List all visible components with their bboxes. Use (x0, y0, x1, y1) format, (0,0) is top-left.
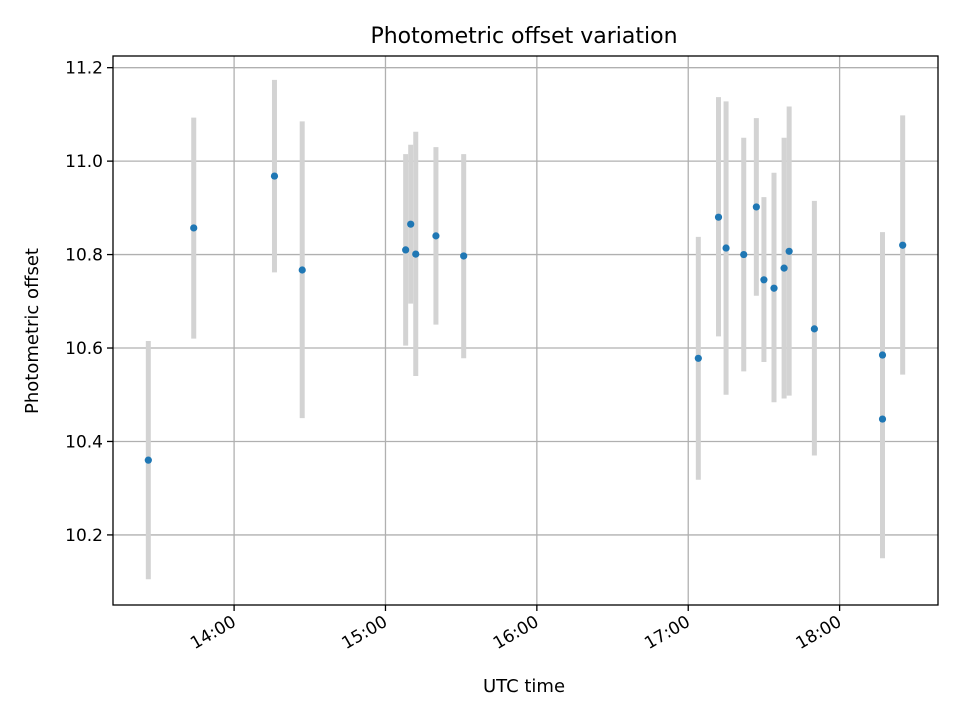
data-point (432, 232, 440, 240)
x-tick-label: 15:00 (339, 612, 391, 654)
data-point (785, 247, 793, 255)
data-point (714, 213, 723, 221)
x-tick-label: 18:00 (793, 612, 845, 654)
data-point (402, 246, 410, 254)
data-point (298, 266, 306, 274)
x-tick-label: 14:00 (187, 612, 239, 654)
data-point (740, 250, 748, 259)
data-point (878, 415, 887, 423)
chart-title: Photometric offset variation (370, 24, 677, 49)
x-tick-label: 17:00 (641, 612, 693, 654)
x-axis-ticks: 14:00 15:00 16:00 17:00 18:00 (187, 605, 845, 654)
plot-frame (112, 55, 939, 606)
data-point (190, 224, 198, 232)
x-axis-label: UTC time (483, 676, 565, 697)
y-tick-label: 10.6 (65, 339, 103, 359)
data-point (810, 325, 818, 333)
error-bars (145, 79, 906, 580)
data-point (770, 284, 778, 292)
x-tick-label: 16:00 (490, 612, 542, 654)
data-point (270, 172, 279, 180)
y-axis-label: Photometric offset (22, 248, 43, 414)
y-tick-label: 11.2 (65, 59, 103, 79)
y-tick-label: 10.4 (65, 432, 103, 452)
data-point (412, 250, 420, 258)
y-tick-label: 10.8 (65, 246, 103, 266)
data-point (899, 241, 907, 249)
y-tick-label: 10.2 (65, 526, 103, 546)
grid-lines (113, 56, 938, 605)
data-point (460, 252, 468, 260)
data-points (144, 172, 907, 464)
data-point (760, 276, 768, 284)
data-point (752, 203, 760, 211)
data-point (694, 354, 702, 362)
data-point (144, 456, 152, 464)
data-point (407, 220, 415, 228)
y-axis-ticks: 10.2 10.4 10.6 10.8 11.0 11.2 (65, 59, 113, 546)
data-point (878, 351, 887, 359)
y-tick-label: 11.0 (65, 152, 103, 172)
data-point (722, 244, 730, 252)
data-point (780, 264, 788, 272)
